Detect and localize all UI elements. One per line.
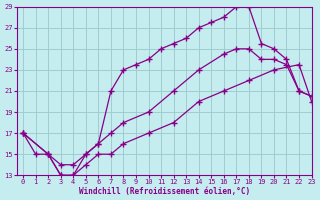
X-axis label: Windchill (Refroidissement éolien,°C): Windchill (Refroidissement éolien,°C) [79, 187, 250, 196]
